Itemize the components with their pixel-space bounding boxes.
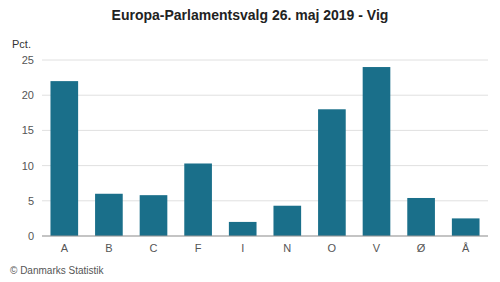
- y-tick-label: 5: [28, 195, 34, 207]
- chart-container: Europa-Parlamentsvalg 26. maj 2019 - Vig…: [0, 0, 500, 282]
- y-tick-label: 20: [22, 89, 34, 101]
- x-tick-label: N: [283, 242, 291, 254]
- bars: [50, 67, 479, 236]
- grid-line: [42, 236, 488, 237]
- bar: [184, 163, 212, 236]
- bar: [229, 222, 257, 236]
- y-axis-label: Pct.: [12, 38, 31, 50]
- y-tick-label: 25: [22, 54, 34, 66]
- grid: [42, 60, 488, 236]
- x-axis-line: [42, 236, 488, 237]
- title: Europa-Parlamentsvalg 26. maj 2019 - Vig: [112, 7, 389, 23]
- grid-line: [42, 60, 488, 61]
- x-tick-label: B: [105, 242, 112, 254]
- bar: [273, 206, 301, 236]
- bar: [95, 194, 123, 236]
- bar: [318, 109, 346, 236]
- x-tick-label: Ø: [417, 242, 426, 254]
- bar: [50, 81, 78, 236]
- y-tick-label: 15: [22, 124, 34, 136]
- x-tick-label: V: [373, 242, 381, 254]
- bar: [407, 198, 435, 236]
- x-tick-label: C: [150, 242, 158, 254]
- y-tick-label: 0: [28, 230, 34, 242]
- x-tick-label: F: [195, 242, 202, 254]
- y-tick-label: 10: [22, 160, 34, 172]
- grid-line: [42, 95, 488, 96]
- chart-svg: Europa-Parlamentsvalg 26. maj 2019 - Vig…: [0, 0, 500, 282]
- x-tick-label: I: [241, 242, 244, 254]
- grid-line: [42, 165, 488, 166]
- bar: [140, 195, 168, 236]
- footer: © Danmarks Statistik: [10, 265, 105, 276]
- x-tick-label: Å: [462, 242, 470, 254]
- x-tick-label: O: [328, 242, 337, 254]
- x-tick-label: A: [61, 242, 69, 254]
- bar: [363, 67, 391, 236]
- grid-line: [42, 130, 488, 131]
- bar: [452, 218, 480, 236]
